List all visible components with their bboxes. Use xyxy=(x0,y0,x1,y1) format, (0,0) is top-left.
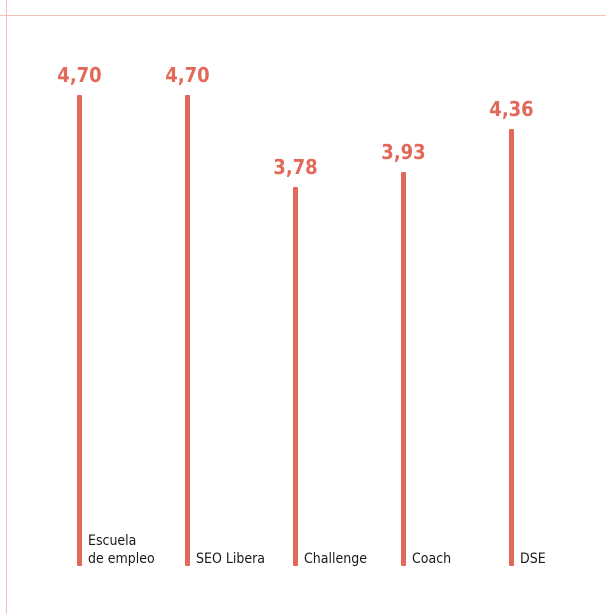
value-label-1: 4,70 xyxy=(57,63,102,87)
value-label-3: 3,78 xyxy=(273,155,318,180)
bar-4 xyxy=(401,172,406,566)
bar-1 xyxy=(77,95,82,566)
value-label-5: 4,36 xyxy=(489,97,534,122)
category-label-5: DSE xyxy=(520,551,546,567)
frame-left-border xyxy=(6,0,7,614)
category-label-4: Coach xyxy=(412,551,452,567)
value-label-4: 3,93 xyxy=(381,140,426,165)
frame-top-border xyxy=(0,15,606,16)
category-label-1: Escuela de empleo xyxy=(88,533,155,567)
value-label-2: 4,70 xyxy=(165,63,210,87)
category-label-2: SEO Libera xyxy=(196,551,266,567)
bar-2 xyxy=(185,95,190,566)
bar-5 xyxy=(509,129,514,566)
bar-3 xyxy=(293,187,298,566)
category-label-3: Challenge xyxy=(304,551,367,567)
